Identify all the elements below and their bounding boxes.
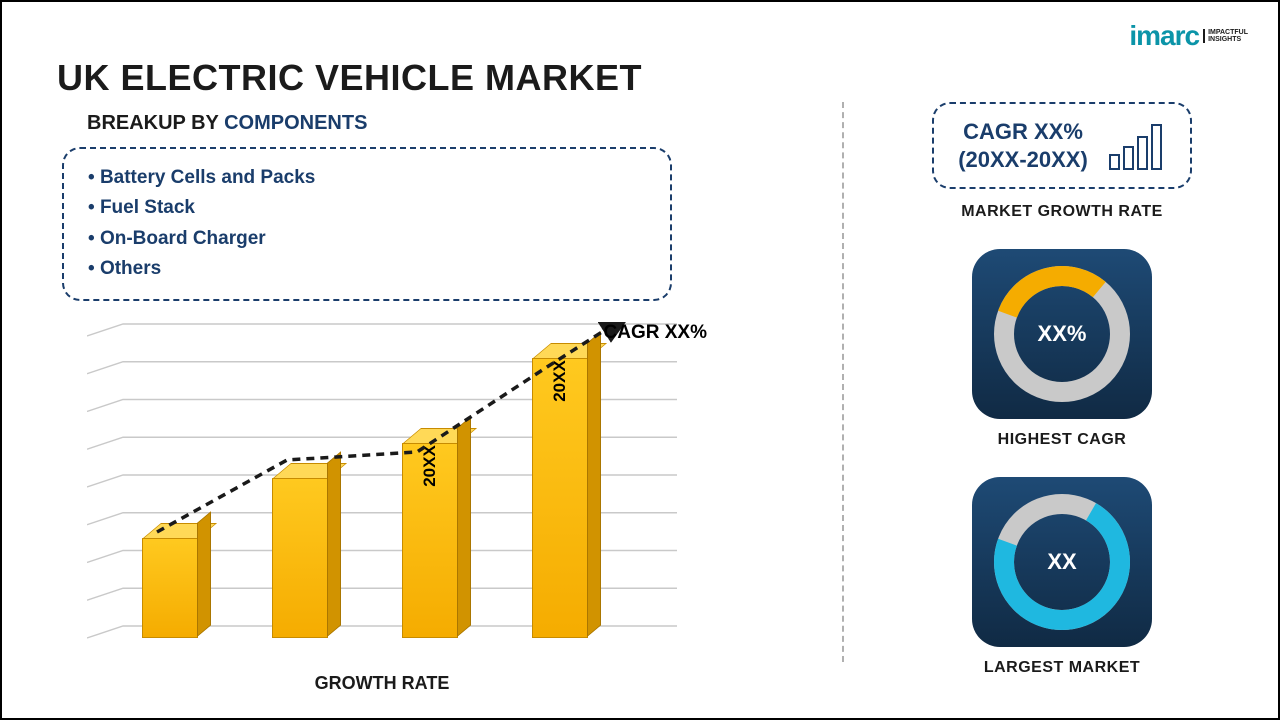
list-item: Battery Cells and Packs xyxy=(88,163,646,193)
subtitle-accent: COMPONENTS xyxy=(224,112,367,134)
bar-label: 20XX xyxy=(550,360,570,402)
brand-logo: imarc IMPACTFULINSIGHTS xyxy=(1129,20,1248,52)
growth-rate-label: MARKET GROWTH RATE xyxy=(961,203,1163,221)
highest-cagr-value: XX% xyxy=(1038,321,1087,347)
list-item: Fuel Stack xyxy=(88,193,646,223)
subtitle: BREAKUP BY COMPONENTS xyxy=(87,112,367,135)
highest-cagr-tile: XX% xyxy=(972,249,1152,419)
page-title: UK ELECTRIC VEHICLE MARKET xyxy=(57,57,642,99)
logo-text: imarc xyxy=(1129,20,1199,52)
highest-cagr-label: HIGHEST CAGR xyxy=(998,431,1127,449)
cagr-label: CAGR XX% xyxy=(604,322,707,344)
logo-tagline: IMPACTFULINSIGHTS xyxy=(1203,29,1248,43)
subtitle-prefix: BREAKUP BY xyxy=(87,112,224,134)
bar xyxy=(272,478,328,638)
bar-label: 20XX xyxy=(420,445,440,487)
list-item: On-Board Charger xyxy=(88,224,646,254)
largest-market-value: XX xyxy=(1047,549,1076,575)
components-box: Battery Cells and Packs Fuel Stack On-Bo… xyxy=(62,147,672,301)
list-item: Others xyxy=(88,254,646,284)
vertical-divider xyxy=(842,102,844,662)
components-list: Battery Cells and Packs Fuel Stack On-Bo… xyxy=(88,163,646,285)
bar: 20XX xyxy=(402,443,458,638)
growth-rate-text: CAGR XX% (20XX-20XX) xyxy=(958,118,1088,173)
x-axis-label: GROWTH RATE xyxy=(315,673,450,694)
growth-rate-box: CAGR XX% (20XX-20XX) xyxy=(932,102,1192,189)
right-column: CAGR XX% (20XX-20XX) MARKET GROWTH RATE … xyxy=(882,102,1242,705)
largest-market-label: LARGEST MARKET xyxy=(984,659,1140,677)
largest-market-tile: XX xyxy=(972,477,1152,647)
bar-chart-icon xyxy=(1106,121,1166,171)
bar xyxy=(142,538,198,638)
bar: 20XX xyxy=(532,358,588,638)
growth-chart: 20XX20XX CAGR XX% GROWTH RATE xyxy=(87,322,677,652)
